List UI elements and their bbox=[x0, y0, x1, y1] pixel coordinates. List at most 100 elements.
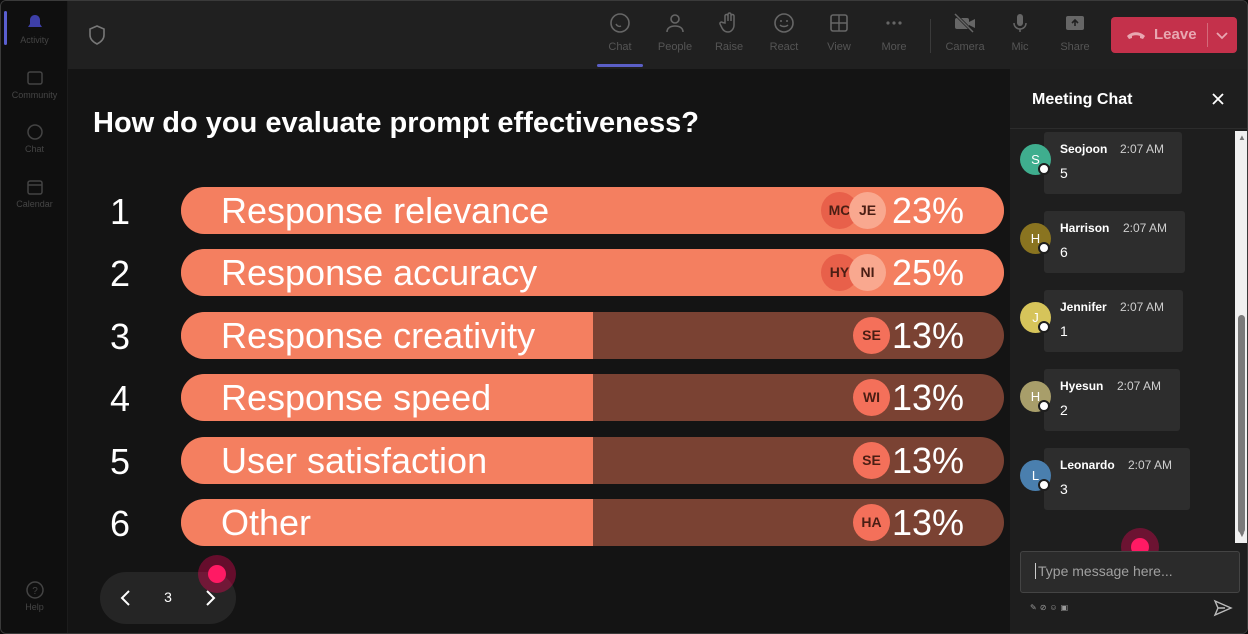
chat-message: H Harrison 2:07 AM 6 bbox=[1020, 211, 1185, 273]
poll-option: 4 Response speed WI 13% bbox=[68, 374, 1010, 422]
toolbar-share-button[interactable]: Share bbox=[1050, 11, 1100, 53]
chat-header-divider bbox=[1010, 128, 1247, 129]
rail-item-label: Calendar bbox=[16, 199, 53, 209]
toolbar-react-button[interactable]: React bbox=[759, 11, 809, 53]
grid-icon bbox=[830, 14, 848, 32]
voter-avatar: JE bbox=[849, 192, 886, 229]
rail-active-indicator bbox=[4, 11, 7, 45]
message-text: 6 bbox=[1060, 244, 1068, 260]
option-label: Response accuracy bbox=[221, 252, 538, 293]
community-icon bbox=[26, 71, 43, 85]
poll-option: 2 Response accuracy HY NI 25% bbox=[68, 249, 1010, 297]
gif-icon[interactable]: ▣ bbox=[1060, 603, 1072, 612]
close-icon[interactable] bbox=[1210, 91, 1226, 107]
chat-message: H Hyesun 2:07 AM 2 bbox=[1020, 369, 1180, 431]
page-number: 3 bbox=[164, 589, 172, 605]
option-label: Response creativity bbox=[221, 315, 536, 356]
toolbar-camera-button[interactable]: Camera bbox=[940, 11, 990, 53]
meeting-toolbar: Chat People Raise React View More Camera bbox=[68, 1, 1247, 69]
rail-item-help[interactable]: ? Help bbox=[1, 580, 68, 612]
toolbar-chat-button[interactable]: Chat bbox=[595, 11, 645, 53]
toolbar-mic-button[interactable]: Mic bbox=[995, 11, 1045, 53]
rail-item-chat[interactable]: Chat bbox=[1, 122, 68, 154]
toolbar-label: People bbox=[657, 41, 693, 53]
chevron-down-icon[interactable] bbox=[1215, 28, 1229, 42]
smile-icon bbox=[774, 13, 794, 33]
presence-dot bbox=[1038, 479, 1050, 491]
presence-dot bbox=[1038, 242, 1050, 254]
poll-option: 6 Other HA 13% bbox=[68, 499, 1010, 547]
leave-label: Leave bbox=[1154, 26, 1197, 43]
toolbar-divider bbox=[930, 19, 931, 53]
message-time: 2:07 AM bbox=[1117, 379, 1162, 393]
chat-icon bbox=[610, 13, 630, 33]
toolbar-more-button[interactable]: More bbox=[869, 11, 919, 53]
chat-message: L Leonardo 2:07 AM 3 bbox=[1020, 448, 1190, 510]
presence-dot bbox=[1038, 321, 1050, 333]
option-label: Response relevance bbox=[221, 190, 550, 231]
meeting-chat-panel: Meeting Chat S Seojoon 2:07 AM 5 H Harri… bbox=[1010, 69, 1247, 633]
rail-item-label: Activity bbox=[20, 35, 49, 45]
voter-avatar: SE bbox=[853, 442, 890, 479]
chat-title: Meeting Chat bbox=[1032, 91, 1133, 108]
toolbar-view-button[interactable]: View bbox=[814, 11, 864, 53]
bell-icon bbox=[27, 15, 42, 27]
shield-icon[interactable] bbox=[88, 25, 106, 45]
chat-message: J Jennifer 2:07 AM 1 bbox=[1020, 290, 1183, 352]
message-time: 2:07 AM bbox=[1120, 300, 1165, 314]
chevron-right-icon[interactable] bbox=[200, 586, 220, 610]
option-percent: 13% bbox=[891, 440, 964, 481]
help-icon: ? bbox=[25, 581, 44, 599]
message-input[interactable] bbox=[1035, 563, 1225, 579]
emoji-icon[interactable]: ☺ bbox=[1049, 603, 1061, 612]
toolbar-raise-button[interactable]: Raise bbox=[704, 11, 754, 53]
attach-icon[interactable]: ⊘ bbox=[1039, 603, 1050, 612]
option-number: 4 bbox=[109, 378, 131, 419]
message-text: 5 bbox=[1060, 165, 1068, 181]
message-sender: Harrison bbox=[1060, 221, 1110, 235]
option-bar-fill bbox=[181, 312, 593, 359]
toolbar-label: Mic bbox=[1011, 41, 1029, 53]
rail-item-activity[interactable]: Activity bbox=[1, 13, 68, 45]
option-number: 3 bbox=[109, 316, 131, 357]
poll-option: 3 Response creativity SE 13% bbox=[68, 312, 1010, 360]
leave-button[interactable]: Leave bbox=[1111, 17, 1237, 53]
toolbar-label: More bbox=[881, 41, 907, 53]
format-icon[interactable]: ✎ bbox=[1030, 603, 1040, 612]
rail-item-label: Community bbox=[11, 90, 58, 100]
option-number: 6 bbox=[109, 503, 131, 544]
leave-divider bbox=[1207, 23, 1208, 47]
hand-icon bbox=[719, 12, 735, 33]
mic-icon bbox=[1013, 14, 1027, 32]
toolbar-label: Share bbox=[1060, 41, 1090, 53]
scrollbar-thumb[interactable] bbox=[1238, 315, 1245, 533]
message-input-box[interactable] bbox=[1020, 551, 1240, 593]
chevron-left-icon[interactable] bbox=[116, 586, 136, 610]
option-number: 5 bbox=[109, 441, 131, 482]
rail-item-label: Chat bbox=[24, 144, 44, 154]
option-bar-fill bbox=[181, 437, 593, 484]
send-icon[interactable] bbox=[1213, 599, 1233, 617]
rail-item-community[interactable]: Community bbox=[1, 68, 68, 100]
option-bar-fill bbox=[181, 374, 593, 421]
message-sender: Seojoon bbox=[1060, 142, 1108, 156]
option-label: Response speed bbox=[221, 377, 492, 418]
chat-message: S Seojoon 2:07 AM 5 bbox=[1020, 132, 1182, 194]
voter-avatar: NI bbox=[849, 254, 886, 291]
scroll-up-arrow-icon[interactable]: ▲ bbox=[1238, 133, 1246, 142]
toolbar-label: Camera bbox=[945, 41, 985, 53]
toolbar-active-indicator bbox=[597, 64, 643, 67]
chat-scrollbar[interactable]: ▲ ▼ bbox=[1235, 131, 1247, 543]
option-bar-fill bbox=[181, 499, 593, 546]
toolbar-people-button[interactable]: People bbox=[650, 11, 700, 53]
option-percent: 13% bbox=[891, 377, 964, 418]
rail-item-calendar[interactable]: Calendar bbox=[1, 177, 68, 209]
scroll-down-arrow-icon[interactable]: ▼ bbox=[1238, 530, 1246, 539]
formatting-icons[interactable]: ✎⊘☺▣ bbox=[1030, 603, 1071, 612]
voter-avatar: SE bbox=[853, 317, 890, 354]
people-icon bbox=[666, 14, 684, 33]
option-percent: 23% bbox=[891, 190, 964, 231]
option-bar: Response speed WI 13% bbox=[181, 374, 1004, 421]
option-percent: 13% bbox=[891, 315, 964, 356]
